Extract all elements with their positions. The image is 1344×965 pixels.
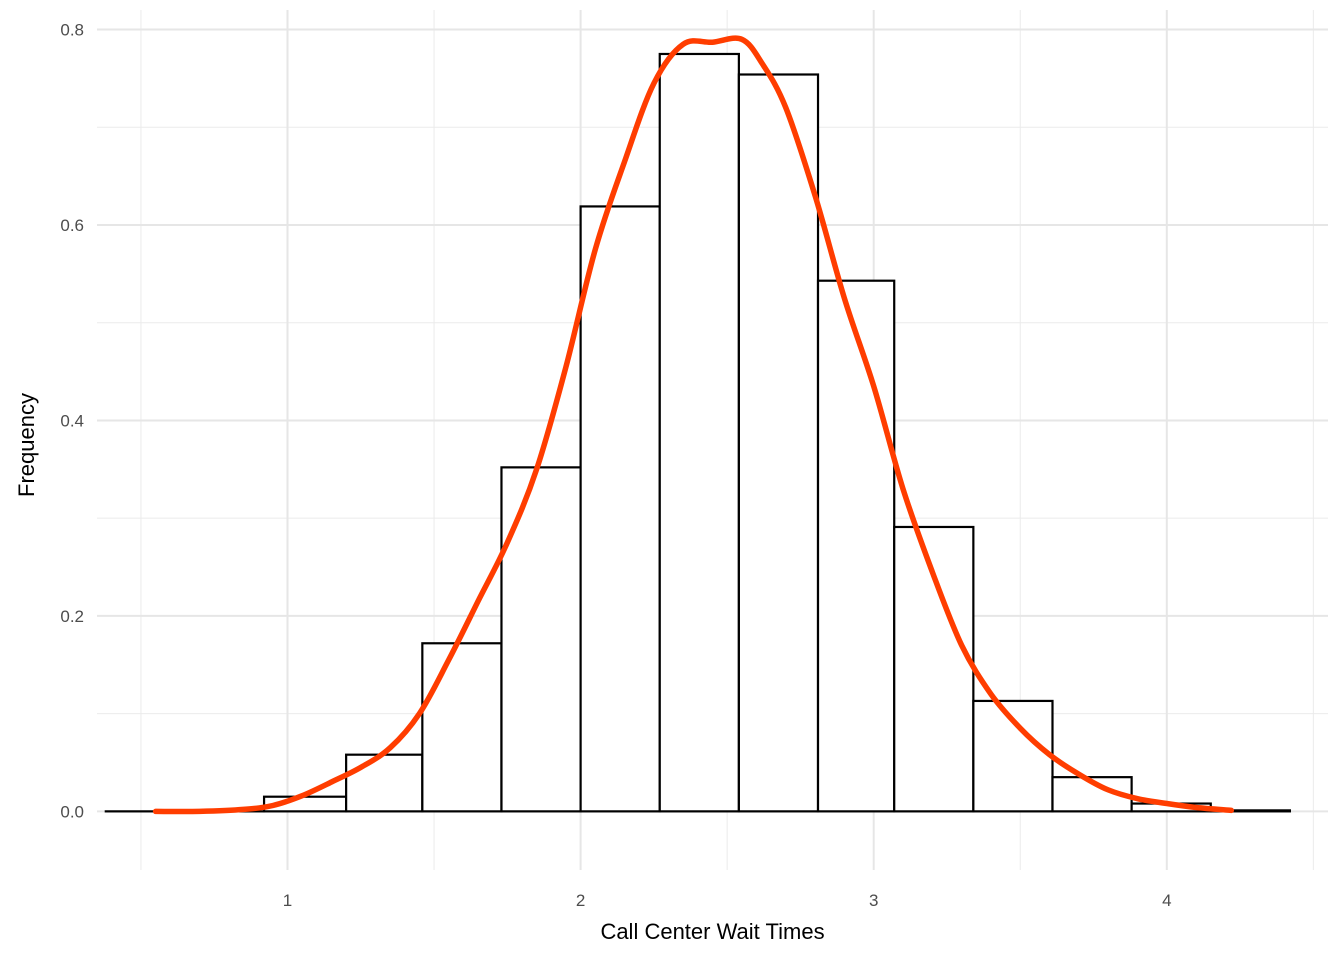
histogram-bar — [660, 54, 739, 811]
y-tick-label: 0.2 — [60, 607, 84, 626]
y-tick-label: 0.4 — [60, 411, 84, 430]
x-tick-label: 2 — [576, 891, 585, 910]
y-tick-label: 0.8 — [60, 21, 84, 40]
x-tick-label: 4 — [1162, 891, 1171, 910]
y-axis-title: Frequency — [14, 393, 39, 497]
bars-layer — [106, 54, 1290, 811]
histogram-bar — [422, 643, 501, 811]
x-tick-label: 1 — [283, 891, 292, 910]
histogram-bar — [501, 467, 580, 811]
y-tick-label: 0.0 — [60, 802, 84, 821]
x-axis-title: Call Center Wait Times — [600, 919, 824, 944]
x-tick-label: 3 — [869, 891, 878, 910]
histogram-bar — [581, 206, 660, 811]
histogram-bar — [739, 75, 818, 812]
histogram-bar — [818, 281, 894, 812]
histogram-bar — [346, 755, 422, 812]
y-tick-label: 0.6 — [60, 216, 84, 235]
